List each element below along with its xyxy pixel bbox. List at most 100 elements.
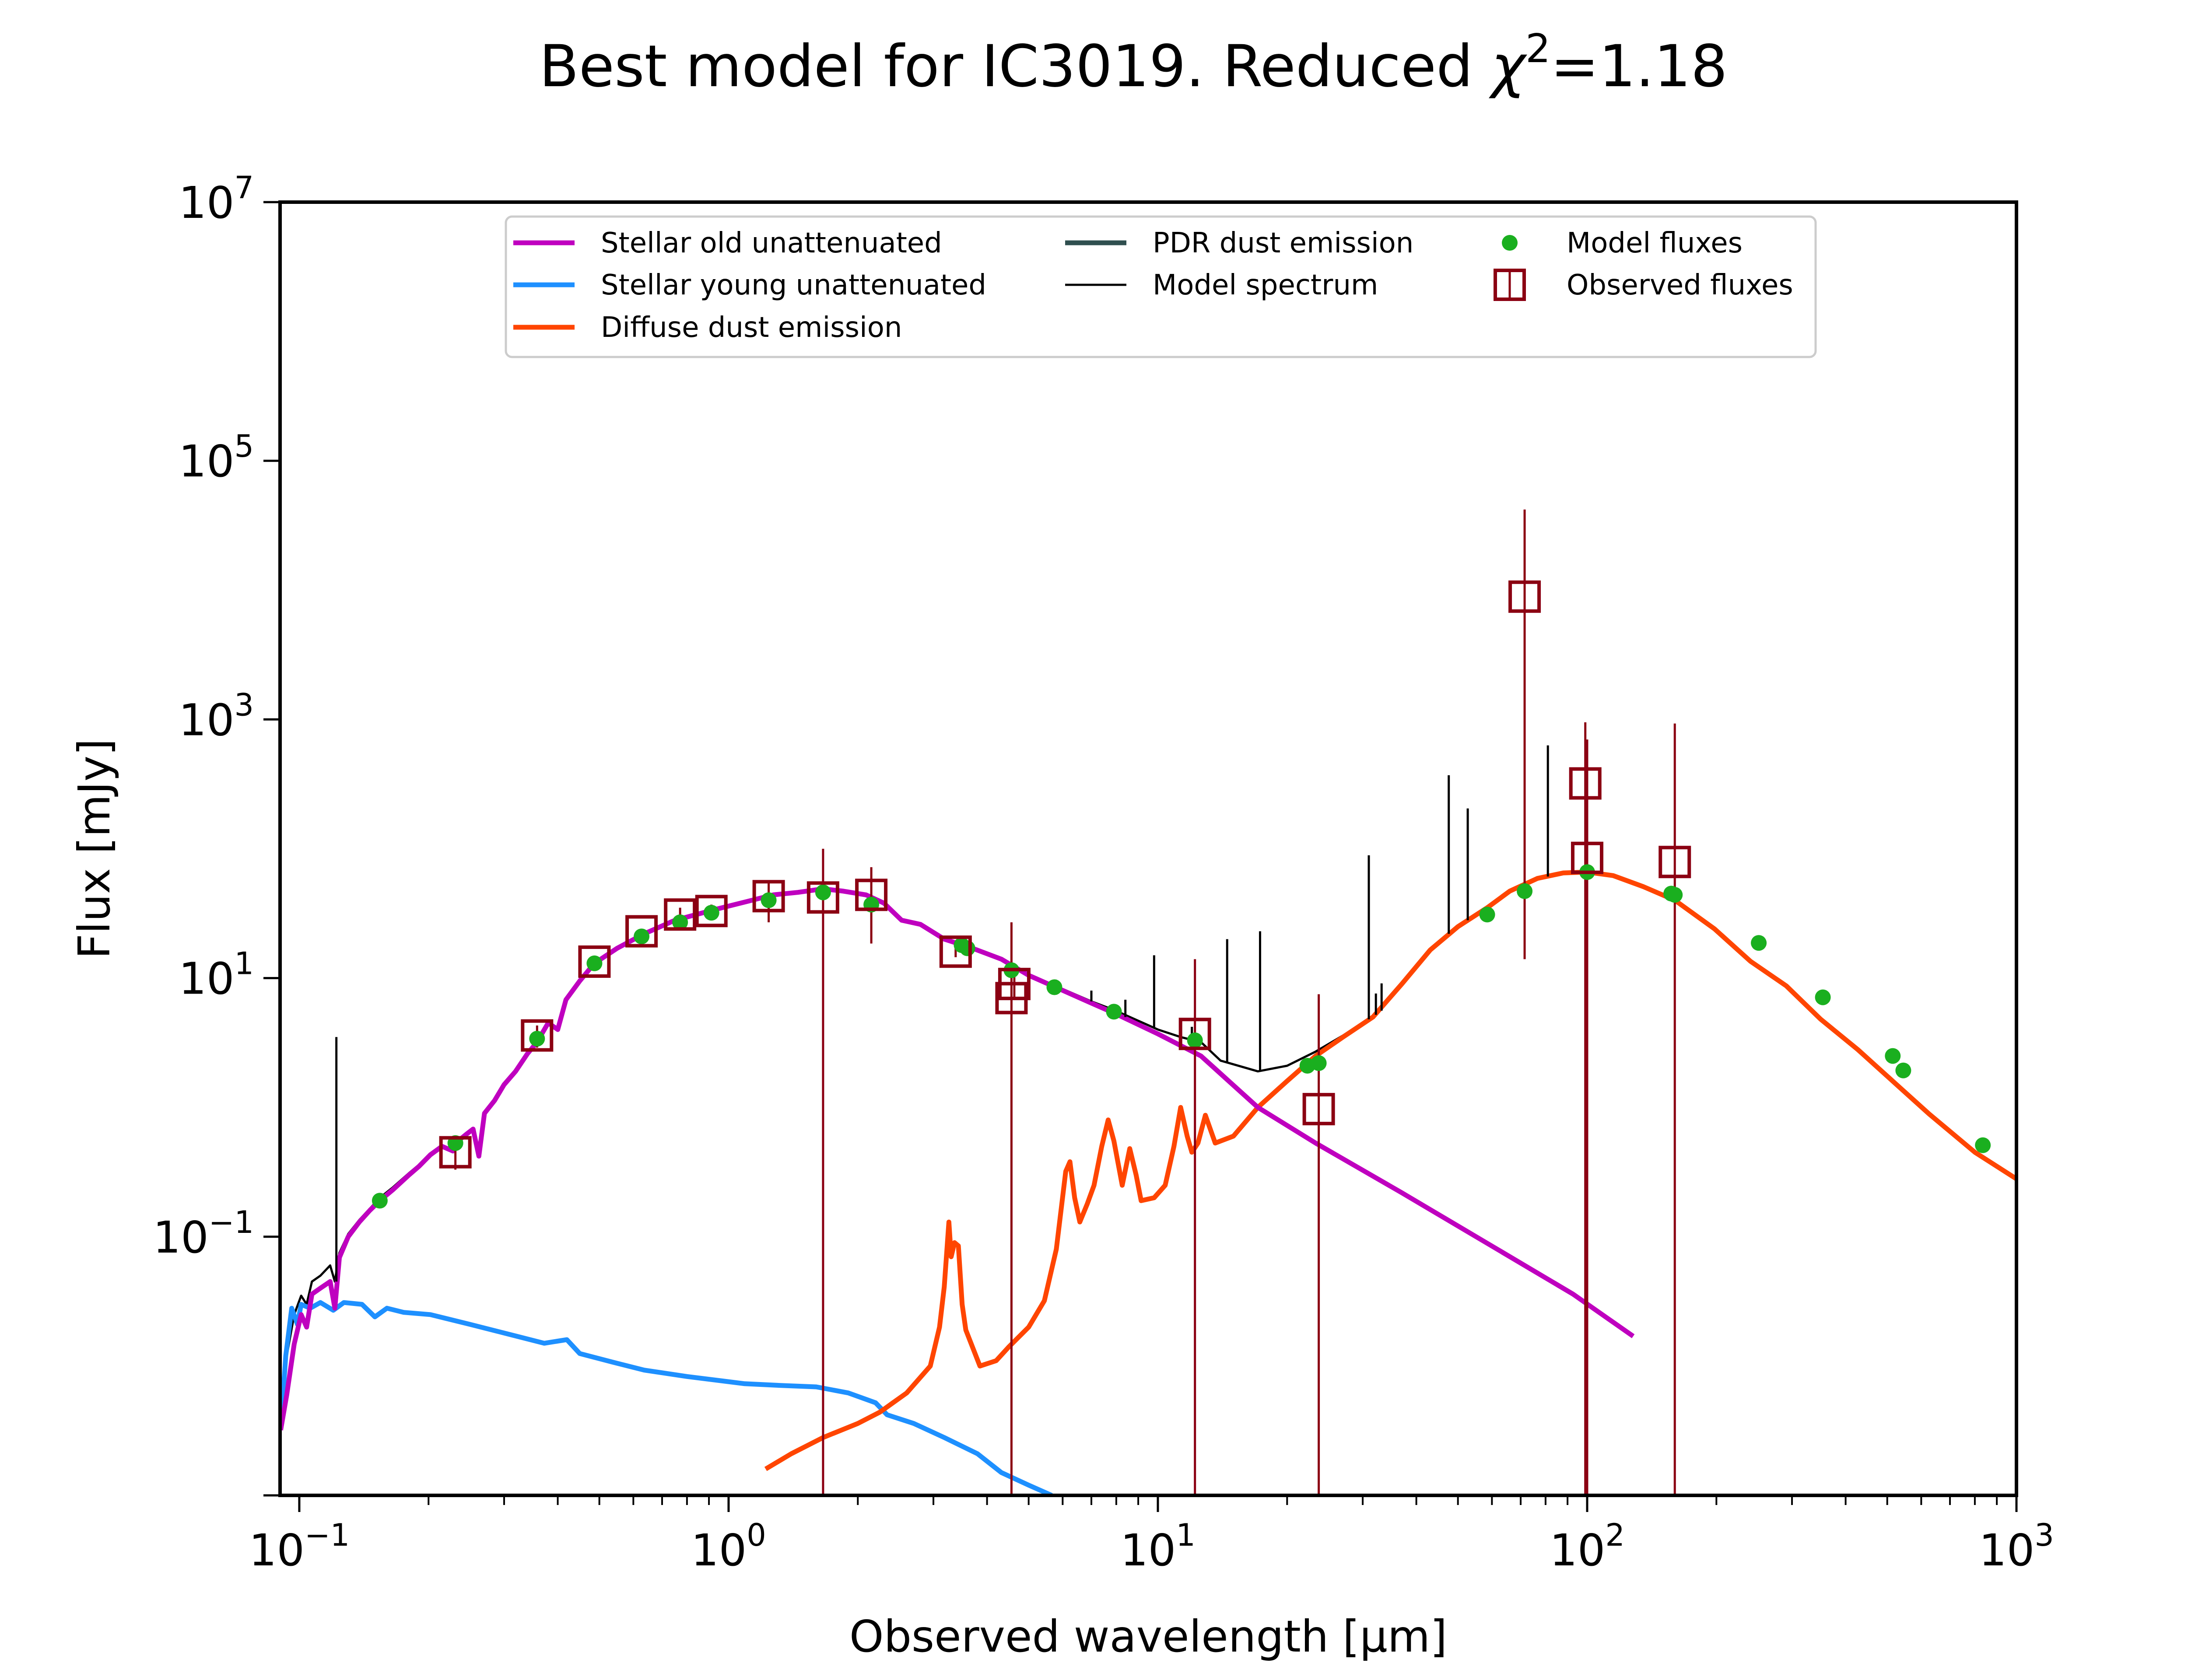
y-axis-label: Flux [mJy] [69,738,120,959]
model-flux-point [1517,883,1533,899]
x-axis-label: Observed wavelength [μm] [849,1611,1447,1662]
y-tick-label: 103 [179,687,254,746]
observed-flux-point [855,878,888,911]
y-tick-label: 10−1 [153,1204,254,1263]
legend-item-model-spectrum: Model spectrum [1065,269,1378,301]
tick-base: 10 [1550,1525,1605,1576]
model-flux-point [1815,989,1831,1005]
model-flux-point [1479,906,1495,923]
model-flux-point [1667,887,1683,903]
observed-flux-point [752,880,785,913]
model-flux-point [1046,979,1062,995]
tick-exponent: 5 [234,428,254,464]
legend-frame [505,215,1817,358]
axes-frame [278,200,2018,1497]
observed-flux-point [1178,1018,1211,1050]
model-flux-point [815,884,831,900]
model-flux-point [1751,935,1767,951]
legend-label: PDR dust emission [1153,227,1413,259]
tick-base: 10 [179,436,234,487]
tick-base: 10 [691,1525,747,1576]
x-tick-label: 101 [1120,1517,1196,1576]
model-flux-point [761,892,777,908]
observed-flux-point [1571,841,1603,874]
x-tick-label: 100 [691,1517,766,1576]
x-tick-label: 102 [1550,1517,1625,1576]
x-axis: 10−1 100 101 102 103 [249,1495,2054,1576]
model-flux-point [1106,1004,1122,1020]
model-flux-point [634,928,650,945]
observed-flux-point [806,881,839,914]
plot-area [280,202,2016,1495]
tick-exponent: 7 [234,170,254,206]
observed-flux-point [1508,580,1541,613]
tick-exponent: −1 [305,1517,350,1553]
model-flux-point [672,914,688,931]
tick-base: 10 [1120,1525,1176,1576]
observed-flux-point [998,968,1031,1001]
legend-item-model-fluxes: Model fluxes [1502,227,1743,259]
observed-flux-point [521,1019,554,1052]
observed-flux-point [695,895,728,928]
tick-exponent: 0 [747,1517,766,1553]
observed-flux-point [1302,1093,1335,1126]
legend-label: Model fluxes [1567,227,1743,259]
observed-flux-point [939,935,972,968]
legend-item-stellar-young: Stellar young unattenuated [513,269,986,301]
tick-exponent: 2 [1605,1517,1625,1553]
model-flux-point [1885,1048,1901,1064]
legend-label: Stellar old unattenuated [601,227,942,259]
observed-fluxes-layer [439,580,1691,1169]
title-superscript: 2 [1525,26,1550,72]
legend-label: Diffuse dust emission [601,312,902,344]
tick-exponent: 1 [234,946,254,982]
x-tick-label: 103 [1979,1517,2054,1576]
observed-flux-point [1569,767,1602,800]
tick-exponent: −1 [209,1204,254,1240]
observed-flux-point [664,898,697,931]
title-suffix: =1.18 [1550,33,1728,100]
tick-base: 10 [153,1212,209,1263]
observed-flux-point [578,945,611,978]
model-flux-point [1895,1062,1911,1078]
observed-flux-point [625,915,658,948]
legend-item-observed-fluxes: Observed fluxes [1494,269,1793,301]
chart-title: Best model for IC3019. Reduced χ2=1.18 [539,26,1728,100]
y-tick-label: 105 [179,428,254,487]
legend-label: Stellar young unattenuated [601,269,986,301]
legend-item-pdr-dust: PDR dust emission [1065,227,1413,259]
model-flux-point [1975,1137,1991,1153]
model-flux-point [959,940,975,956]
model-flux-point [703,905,719,921]
legend-label: Observed fluxes [1567,269,1793,301]
tick-base: 10 [179,694,234,746]
tick-base: 10 [1979,1525,2034,1576]
tick-base: 10 [179,177,234,228]
y-tick-label: 107 [179,170,254,228]
x-tick-label: 10−1 [249,1517,350,1576]
tick-base: 10 [249,1525,305,1576]
legend-item-diffuse-dust: Diffuse dust emission [513,312,902,344]
legend-swatch [1502,235,1518,251]
model-flux-point [372,1193,388,1209]
model-flux-point [1187,1032,1203,1048]
title-prefix: Best model for IC3019. Reduced [539,33,1491,100]
tick-exponent: 3 [2034,1517,2054,1553]
series-line-diffuse-dust [764,869,2016,1471]
model-flux-point [586,955,603,971]
legend: Stellar old unattenuated Stellar young un… [505,215,1817,358]
title-chi: χ [1489,33,1528,100]
tick-base: 10 [179,953,234,1004]
y-tick-label: 101 [179,946,254,1004]
tick-exponent: 3 [234,687,254,723]
model-flux-point [1311,1055,1327,1071]
legend-item-stellar-old: Stellar old unattenuated [513,227,942,259]
observed-flux-point [439,1136,472,1169]
tick-exponent: 1 [1176,1517,1196,1553]
observed-flux-point [1659,846,1691,878]
series-line-stellar-young [280,1300,1053,1495]
model-flux-point [529,1031,545,1047]
legend-label: Model spectrum [1153,269,1378,301]
